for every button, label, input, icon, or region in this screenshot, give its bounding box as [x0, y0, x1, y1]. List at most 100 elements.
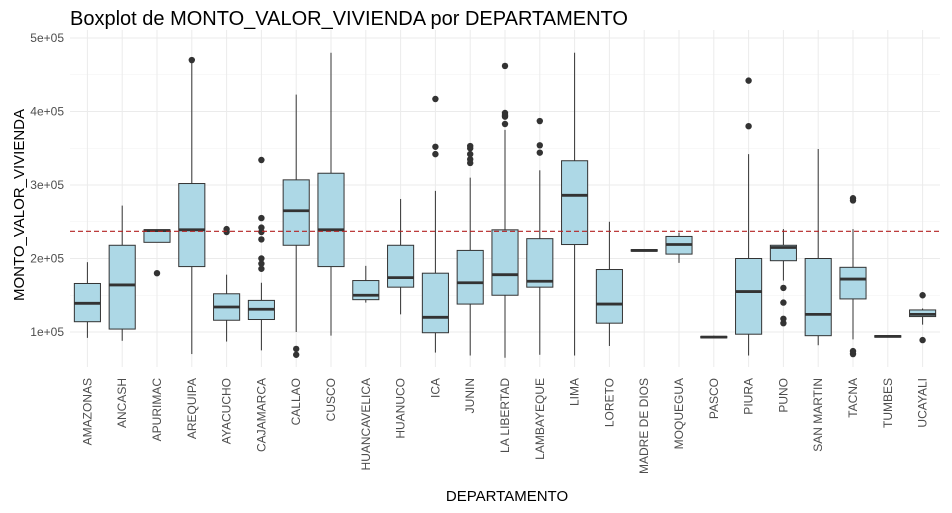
box-junin [456, 142, 484, 356]
outlier-point [258, 236, 265, 243]
x-tick-label: TUMBES [881, 378, 895, 428]
x-tick-label: AMAZONAS [80, 378, 94, 445]
y-axis-ticks: 1e+05 2e+05 3e+05 4e+05 5e+05 [30, 31, 64, 339]
outlier-point [258, 214, 265, 222]
box-ica [421, 95, 449, 353]
x-tick-label: MADRE DE DIOS [637, 378, 651, 474]
outlier-point [745, 123, 752, 130]
x-tick-label: ANCASH [115, 378, 129, 428]
y-tick-label: 4e+05 [30, 105, 64, 119]
outlier-point [223, 225, 230, 233]
outlier-point [432, 95, 439, 103]
x-tick-label: APURIMAC [150, 378, 164, 442]
outlier-point [432, 150, 439, 158]
outlier-point [467, 156, 474, 163]
box-iqr [421, 272, 449, 334]
y-tick-label: 5e+05 [30, 31, 64, 45]
outlier-point [153, 270, 161, 277]
y-axis-title: MONTO_VALOR_VIVIENDA [11, 109, 28, 301]
outlier-point [780, 319, 787, 327]
outlier-point [501, 62, 509, 70]
x-tick-label: CUSCO [324, 378, 338, 421]
outlier-point [780, 315, 787, 322]
box-moquegua [665, 232, 693, 263]
outlier-point [258, 224, 265, 231]
x-tick-label: LAMBAYEQUE [533, 378, 547, 460]
outlier-point [745, 77, 752, 84]
outlier-point [467, 150, 474, 158]
box-ucayali [909, 292, 937, 344]
box-iqr [178, 183, 206, 268]
box-iqr [456, 249, 484, 305]
x-tick-label: HUANUCO [394, 378, 408, 439]
x-tick-label: AREQUIPA [185, 378, 199, 439]
box-iqr [282, 179, 310, 246]
box-iqr [108, 244, 136, 330]
x-tick-label: LORETO [602, 378, 616, 427]
outlier-point [501, 109, 509, 117]
outlier-point [188, 56, 195, 64]
box-pasco [700, 335, 728, 339]
boxes [73, 52, 937, 358]
outlier-point [293, 351, 300, 358]
x-tick-label: PIURA [742, 378, 756, 415]
y-tick-label: 3e+05 [30, 178, 64, 192]
outlier-point [536, 142, 543, 149]
box-tumbes [874, 335, 902, 338]
box-iqr [561, 160, 589, 246]
x-tick-label: PUNO [776, 378, 790, 413]
outlier-point [258, 156, 265, 164]
box-tacna [839, 195, 867, 358]
box-huanuco [387, 198, 415, 315]
x-tick-label: SAN MARTIN [811, 378, 825, 452]
outlier-point [501, 120, 509, 128]
x-tick-label: LA LIBERTAD [498, 378, 512, 453]
outlier-point [258, 265, 265, 272]
box-callao [282, 94, 310, 358]
box-puno [769, 229, 797, 327]
box-amazonas [73, 262, 101, 338]
box-iqr [769, 244, 797, 262]
outlier-point [780, 284, 787, 292]
box-arequipa [178, 56, 206, 355]
x-tick-label: MOQUEGUA [672, 378, 686, 449]
box-lambayeque [526, 117, 554, 355]
outlier-point [293, 345, 300, 353]
box-iqr [526, 238, 554, 288]
outlier-point [919, 336, 926, 344]
y-tick-label: 2e+05 [30, 252, 64, 266]
box-cusco [317, 52, 345, 336]
box-iqr [491, 229, 519, 296]
x-tick-label: TACNA [846, 378, 860, 418]
outlier-point [467, 142, 474, 150]
outlier-point [432, 143, 439, 150]
x-tick-label: UCAYALI [916, 378, 930, 428]
box-iqr [595, 269, 623, 324]
y-tick-label: 1e+05 [30, 325, 64, 339]
box-iqr [317, 172, 345, 268]
box-cajamarca [247, 156, 275, 351]
x-tick-label: JUNIN [463, 378, 477, 413]
box-iqr [387, 244, 415, 288]
box-loreto [595, 221, 623, 346]
box-la-libertad [491, 62, 519, 358]
box-iqr [804, 258, 832, 337]
x-tick-label: HUANCAVELICA [359, 378, 373, 470]
box-apurimac [143, 229, 171, 277]
x-tick-label: CALLAO [289, 378, 303, 425]
outlier-point [780, 299, 787, 306]
box-iqr [735, 258, 763, 335]
x-axis-ticks: AMAZONAS ANCASH APURIMAC AREQUIPA AYACUCHO CA… [80, 378, 929, 474]
x-tick-label: LIMA [568, 378, 582, 406]
box-san-martin [804, 148, 832, 346]
box-lima [561, 52, 589, 356]
box-iqr [352, 280, 380, 301]
outlier-point [536, 149, 543, 156]
x-tick-label: CAJAMARCA [254, 378, 268, 452]
outlier-point [849, 195, 857, 202]
box-iqr [839, 266, 867, 300]
outlier-point [849, 347, 857, 355]
x-axis-title: DEPARTAMENTO [446, 488, 568, 505]
box-huancavelica [352, 265, 380, 303]
